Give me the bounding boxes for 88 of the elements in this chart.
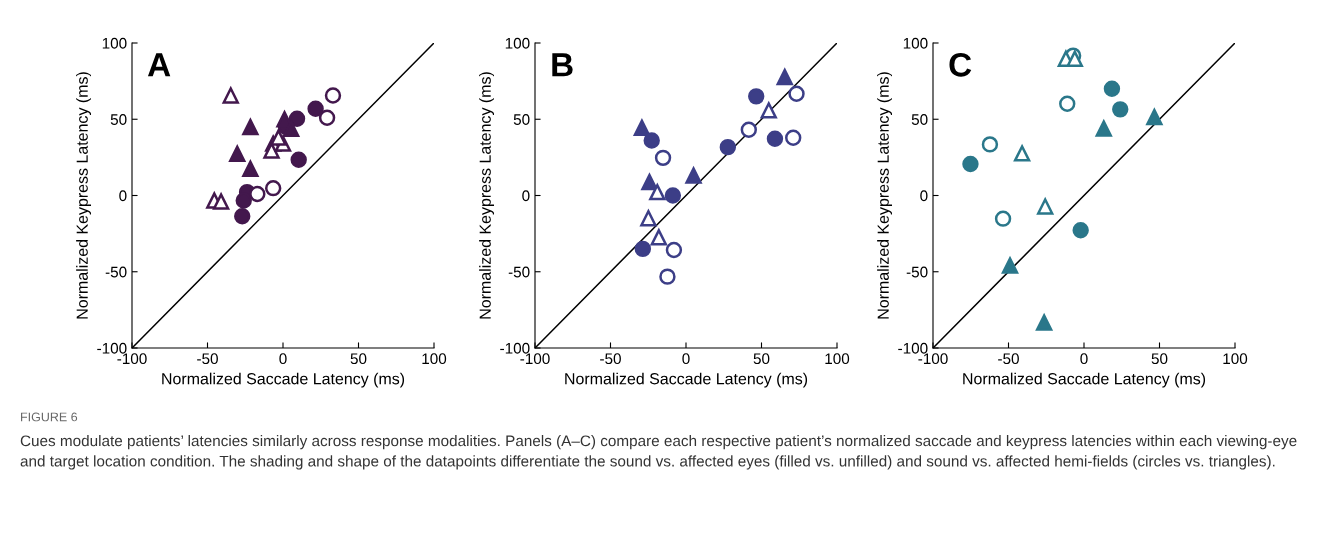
y-tick-label: -50 <box>508 266 530 278</box>
point <box>719 138 737 156</box>
text: Cues modulate patients’ latencies similarly across response modalities. Panels (A–C) compare each respective patient’s normalized saccade and keypress latencies within each viewing-eye and target location condition. The shading and shape of the datapoints differentiate the sound vs. affected eyes (filled vs. unfilled) and sound vs. affected hemi-fields (circles vs. triangles). <box>20 435 1297 470</box>
y-tick-label: 0 <box>920 190 928 202</box>
point <box>1059 95 1076 112</box>
point <box>633 119 651 136</box>
chart-title: C <box>949 53 972 77</box>
point <box>290 151 307 169</box>
point <box>249 185 266 203</box>
x-tick-label: 50 <box>753 353 770 365</box>
point <box>242 118 259 136</box>
point <box>1013 145 1031 162</box>
point <box>324 87 342 104</box>
point <box>664 187 682 204</box>
point <box>1072 222 1089 239</box>
x-tick-label: 0 <box>279 353 287 365</box>
point <box>640 210 657 227</box>
point <box>222 87 239 104</box>
y-tick-label: 0 <box>119 190 127 202</box>
point <box>766 130 784 147</box>
point <box>318 109 336 126</box>
point <box>748 88 765 105</box>
point <box>235 192 252 209</box>
y-tick-label: 0 <box>522 190 530 202</box>
caption: FIGURE 6 <box>21 412 78 422</box>
point <box>234 208 251 225</box>
point <box>264 179 282 197</box>
y-axis-title: Normalized Keypress Latency (ms) <box>877 72 893 319</box>
point <box>760 102 777 119</box>
x-tick-label: -50 <box>197 353 218 365</box>
y-tick-label: -100 <box>97 342 127 354</box>
point <box>981 136 999 153</box>
x-tick-label: 50 <box>1151 353 1168 365</box>
point <box>1103 80 1121 97</box>
y-axis-title: Normalized Keypress Latency (ms) <box>479 72 495 319</box>
x-tick-label: -50 <box>998 353 1019 365</box>
x-tick-label: 0 <box>682 353 690 365</box>
point <box>212 193 230 210</box>
y-tick-label: 50 <box>911 114 928 125</box>
y-tick-label: 100 <box>505 37 530 49</box>
y-tick-label: 100 <box>102 37 127 49</box>
point <box>1146 108 1163 126</box>
point <box>1035 314 1053 331</box>
point <box>288 110 306 127</box>
y-tick-label: -100 <box>898 342 928 354</box>
y-tick-label: 50 <box>513 114 530 125</box>
x-tick-label: 100 <box>422 353 447 365</box>
x-tick-label: 50 <box>350 353 367 365</box>
point <box>788 85 805 102</box>
point <box>270 129 287 146</box>
point <box>776 68 793 86</box>
point <box>1066 50 1083 68</box>
y-tick-label: 50 <box>110 114 127 125</box>
point <box>1001 257 1019 274</box>
point <box>659 268 676 285</box>
point <box>263 142 280 159</box>
point <box>994 210 1012 227</box>
point <box>229 145 246 162</box>
point <box>649 183 666 201</box>
point <box>242 160 259 178</box>
y-axis-title: Normalized Keypress Latency (ms) <box>76 72 92 319</box>
x-tick-label: 0 <box>1080 353 1088 365</box>
point <box>1095 120 1112 137</box>
x-tick-label: 100 <box>1223 353 1248 365</box>
point <box>1037 198 1054 215</box>
y-tick-label: -50 <box>906 266 928 278</box>
y-tick-label: -100 <box>500 342 530 354</box>
x-tick-label: 100 <box>825 353 850 365</box>
x-tick-label: -50 <box>600 353 621 365</box>
x-axis-title: Normalized Saccade Latency (ms) <box>162 372 405 388</box>
point <box>665 241 683 259</box>
point <box>643 132 660 149</box>
x-axis-title: Normalized Saccade Latency (ms) <box>565 372 808 388</box>
point <box>634 240 652 258</box>
x-axis-title: Normalized Saccade Latency (ms) <box>963 372 1206 388</box>
chart-title: B <box>552 53 573 77</box>
point <box>654 149 672 167</box>
chart-title: A <box>147 53 171 77</box>
y-tick-label: -50 <box>105 266 127 278</box>
point <box>785 129 802 146</box>
point <box>650 229 668 246</box>
point <box>641 173 658 191</box>
y-tick-label: 100 <box>903 37 928 49</box>
point <box>1112 101 1129 118</box>
point <box>307 100 324 117</box>
point <box>962 155 979 173</box>
point <box>685 167 702 184</box>
point <box>740 121 758 138</box>
